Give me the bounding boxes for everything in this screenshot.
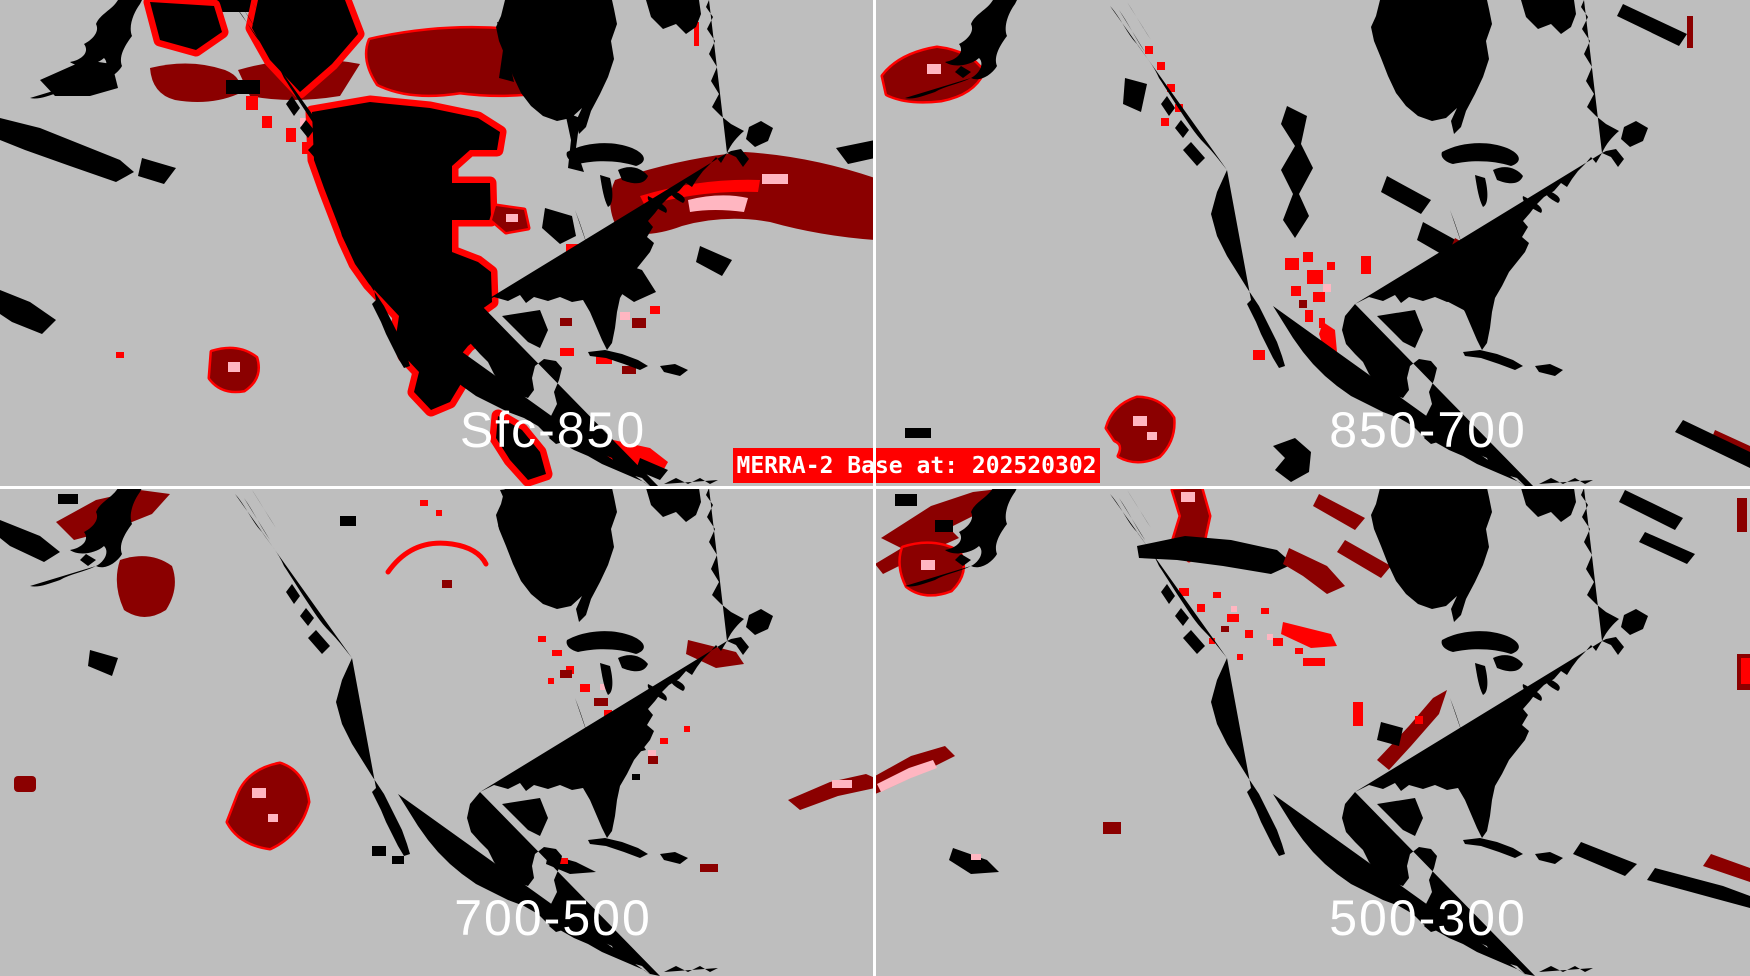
banner-merra2-base-timestamp: MERRA-2 Base at: 202520302 — [733, 448, 1100, 483]
panel-label-850-700: 850-700 — [1329, 402, 1527, 458]
map-panel-850-700: 850-700 — [875, 0, 1750, 488]
panel-label-sfc-850: Sfc-850 — [459, 402, 647, 458]
latitude-longitude-gridlines — [875, 0, 1750, 488]
data-shading-layer-700-500 — [0, 488, 875, 874]
map-panel-700-500: 700-500 — [0, 488, 875, 976]
data-shading-layer-500-300 — [875, 488, 1750, 908]
basemap-coastlines-borders — [877, 0, 1648, 488]
panel-label-500-300: 500-300 — [1329, 890, 1527, 946]
panel-label-700-500: 700-500 — [454, 890, 652, 946]
data-shading-layer-850-700 — [880, 4, 1750, 482]
basemap-coastlines-borders — [2, 488, 773, 976]
horizontal-panel-divider — [0, 486, 1750, 489]
data-shading-layer-sfc-850 — [0, 0, 875, 487]
map-panel-500-300: 500-300 — [875, 488, 1750, 976]
map-panel-sfc-850: Sfc-850 — [0, 0, 875, 488]
